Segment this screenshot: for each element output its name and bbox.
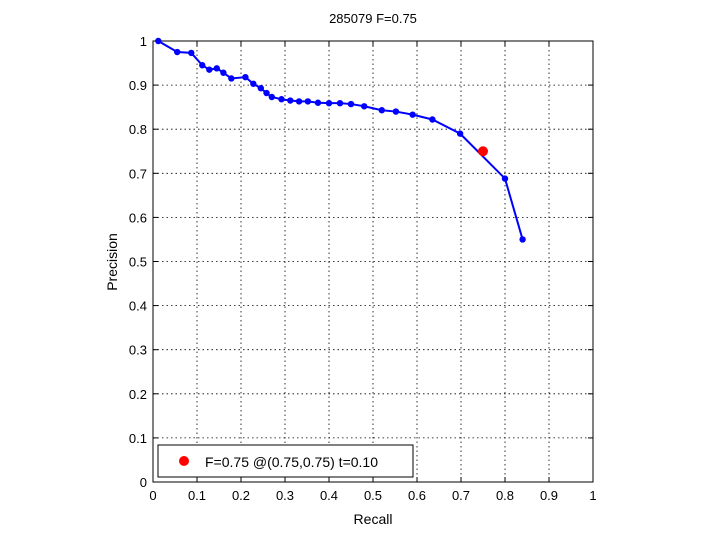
axis-ticks: [152, 40, 594, 483]
x-tick-label: 0.4: [320, 488, 338, 503]
series-line: [157, 40, 524, 240]
x-tick-label: 0.3: [276, 488, 294, 503]
chart-title: 285079 F=0.75: [329, 11, 417, 26]
data-point: [242, 73, 249, 81]
data-point: [295, 98, 303, 105]
grid-lines: [153, 41, 593, 482]
data-point: [519, 236, 526, 243]
data-point: [429, 116, 436, 123]
y-tick-labels: 0 0.1 0.2 0.3 0.4 0.5 0.6 0.7 0.8 0.9 1: [129, 34, 147, 490]
y-tick-label: 1: [140, 34, 147, 49]
data-point: [268, 93, 275, 101]
y-tick-label: 0.1: [129, 431, 147, 446]
x-tick-label: 0.6: [408, 488, 426, 503]
series-group: [155, 37, 526, 243]
data-point: [456, 130, 464, 137]
data-point: [501, 175, 509, 182]
data-point: [220, 69, 227, 76]
data-point: [392, 108, 400, 115]
y-tick-label: 0.6: [129, 210, 147, 225]
data-point: [174, 48, 181, 56]
y-tick-label: 0.8: [129, 122, 147, 137]
legend-marker: [179, 456, 189, 466]
y-tick-label: 0.9: [129, 78, 147, 93]
data-point: [304, 98, 312, 105]
data-point: [257, 84, 264, 92]
data-point: [325, 99, 333, 107]
x-axis-label: Recall: [354, 511, 393, 527]
data-point: [278, 96, 285, 103]
y-tick-label: 0.5: [129, 255, 147, 270]
legend-text: F=0.75 @(0.75,0.75) t=0.10: [205, 454, 378, 470]
data-point: [409, 111, 416, 118]
data-point: [250, 80, 257, 87]
x-tick-label: 1: [589, 488, 596, 503]
x-tick-label: 0.7: [452, 488, 470, 503]
data-point: [287, 97, 294, 104]
y-tick-label: 0.2: [129, 387, 147, 402]
data-point: [378, 107, 385, 114]
x-tick-label: 0: [149, 488, 156, 503]
x-tick-label: 0.8: [496, 488, 514, 503]
y-tick-label: 0: [140, 475, 147, 490]
data-point: [314, 99, 322, 106]
legend-box: [157, 444, 414, 478]
data-point: [206, 66, 213, 73]
x-tick-label: 0.5: [364, 488, 382, 503]
data-point: [336, 99, 344, 107]
y-axis-label: Precision: [104, 233, 120, 291]
data-point: [228, 75, 235, 82]
data-point: [263, 89, 270, 97]
data-point: [347, 100, 355, 108]
y-tick-label: 0.7: [129, 166, 147, 181]
x-tick-labels: 0 0.1 0.2 0.3 0.4 0.5 0.6 0.7 0.8 0.9 1: [149, 488, 596, 503]
y-tick-label: 0.4: [129, 299, 147, 314]
best-f-point-group: [478, 146, 488, 157]
legend: F=0.75 @(0.75,0.75) t=0.10: [157, 444, 414, 478]
x-tick-label: 0.9: [540, 488, 558, 503]
data-point: [188, 49, 195, 57]
data-point: [361, 103, 368, 110]
x-tick-label: 0.1: [188, 488, 206, 503]
data-point: [199, 62, 206, 69]
x-tick-label: 0.2: [232, 488, 250, 503]
data-point: [213, 65, 220, 72]
y-tick-label: 0.3: [129, 343, 147, 358]
best-f-point: [478, 146, 488, 157]
data-point: [155, 37, 162, 45]
